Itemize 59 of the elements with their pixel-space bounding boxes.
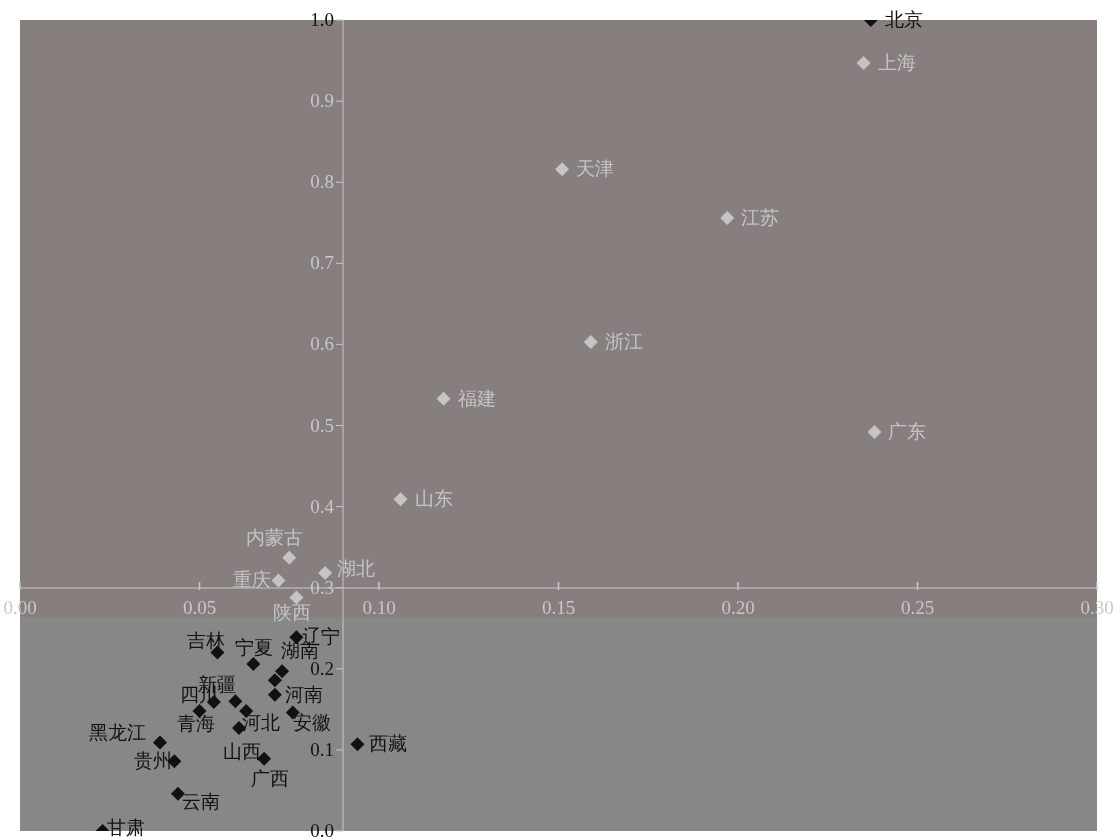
point (153, 735, 168, 750)
annotation: 宁夏 (235, 636, 274, 658)
annotation: 云南 (181, 790, 220, 812)
point (282, 550, 297, 565)
y-tick-label: 0.0 (310, 820, 334, 840)
annotation: 黑龙江 (89, 721, 147, 743)
y-tick-label: 0.7 (310, 252, 334, 274)
point (867, 424, 882, 439)
x-tick-label: 0.15 (541, 597, 576, 618)
annotation: 江苏 (741, 206, 780, 228)
y-tick-label: 0.3 (310, 576, 334, 598)
annotation: 内蒙古 (246, 526, 304, 548)
x-tick-label: 0.05 (182, 597, 217, 618)
annotation: 广东 (888, 420, 927, 442)
annotation: 安徽 (292, 711, 331, 733)
point (228, 694, 243, 709)
point (275, 664, 290, 679)
point (318, 566, 333, 581)
point (583, 334, 598, 349)
y-tick-label: 0.8 (310, 171, 334, 193)
annotation: 浙江 (604, 330, 643, 352)
annotation: 广西 (251, 767, 290, 789)
y-tick-label: 0.1 (310, 738, 334, 760)
point (267, 673, 282, 688)
annotation: 北京 (884, 9, 923, 30)
point (555, 162, 570, 177)
x-tick-label: 0.00 (3, 597, 37, 618)
point (393, 492, 408, 507)
annotation: 青海 (176, 713, 215, 735)
x-tick-label: 0.25 (900, 597, 935, 618)
annotation: 山西 (222, 741, 261, 762)
y-tick-label: 0.6 (310, 333, 334, 355)
point (350, 737, 365, 752)
annotation: 西藏 (369, 733, 408, 755)
y-tick-label: 1.0 (310, 9, 334, 30)
x-tick-label: 0.20 (721, 597, 755, 618)
point (267, 687, 282, 702)
point (720, 210, 735, 225)
annotation: 山东 (414, 488, 453, 510)
annotation: 河南 (284, 683, 323, 705)
point (436, 391, 451, 406)
point (246, 656, 261, 671)
x-tick-label: 0.10 (362, 597, 396, 618)
annotation: 贵州 (134, 750, 173, 772)
annotation: 陕西 (273, 602, 312, 624)
point (271, 573, 286, 588)
point (856, 55, 871, 70)
point (289, 590, 304, 605)
annotation: 天津 (576, 158, 615, 180)
annotation: 福建 (457, 387, 496, 409)
annotation: 上海 (877, 51, 916, 73)
annotation: 湖北 (337, 558, 376, 580)
y-tick-label: 0.9 (310, 90, 334, 112)
y-tick-label: 0.5 (310, 414, 334, 436)
annotation: 重庆 (233, 569, 272, 591)
x-tick-label: 0.30 (1080, 597, 1114, 618)
y-tick-label: 0.4 (310, 495, 335, 517)
annotation: 吉林 (187, 629, 226, 651)
point (170, 786, 185, 801)
